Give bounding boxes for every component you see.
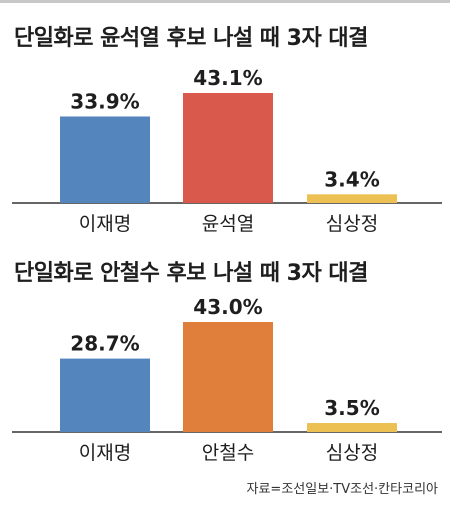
category-label: 심상정 <box>326 213 378 235</box>
value-label: 3.5% <box>324 396 379 420</box>
top-rule <box>0 0 450 3</box>
value-label: 33.9% <box>70 89 139 113</box>
value-label: 28.7% <box>70 332 139 356</box>
bar-이재명 <box>60 116 150 203</box>
bar-윤석열 <box>183 93 273 203</box>
bar-심상정 <box>307 194 397 203</box>
category-label: 이재명 <box>79 442 131 464</box>
chart-title-yoon: 단일화로 윤석열 후보 나설 때 3자 대결 <box>14 26 368 51</box>
value-label: 43.0% <box>193 295 262 319</box>
value-label: 3.4% <box>324 167 379 191</box>
category-label: 윤석열 <box>202 213 254 235</box>
bar-안철수 <box>183 322 273 432</box>
source-note: 자료=조선일보·TV조선·칸타코리아 <box>246 482 438 497</box>
category-label: 이재명 <box>79 213 131 235</box>
bar-chart-yoon: 33.9% 이재명 43.1% 윤석열 3.4% 심상정 <box>12 66 442 235</box>
chart-title-ahn: 단일화로 안철수 후보 나설 때 3자 대결 <box>14 261 368 286</box>
category-label: 안철수 <box>202 442 254 464</box>
bar-심상정 <box>307 423 397 432</box>
bar-chart-ahn: 28.7% 이재명 43.0% 안철수 3.5% 심상정 <box>12 295 442 464</box>
value-label: 43.1% <box>193 66 262 90</box>
bar-이재명 <box>60 358 150 432</box>
category-label: 심상정 <box>326 442 378 464</box>
